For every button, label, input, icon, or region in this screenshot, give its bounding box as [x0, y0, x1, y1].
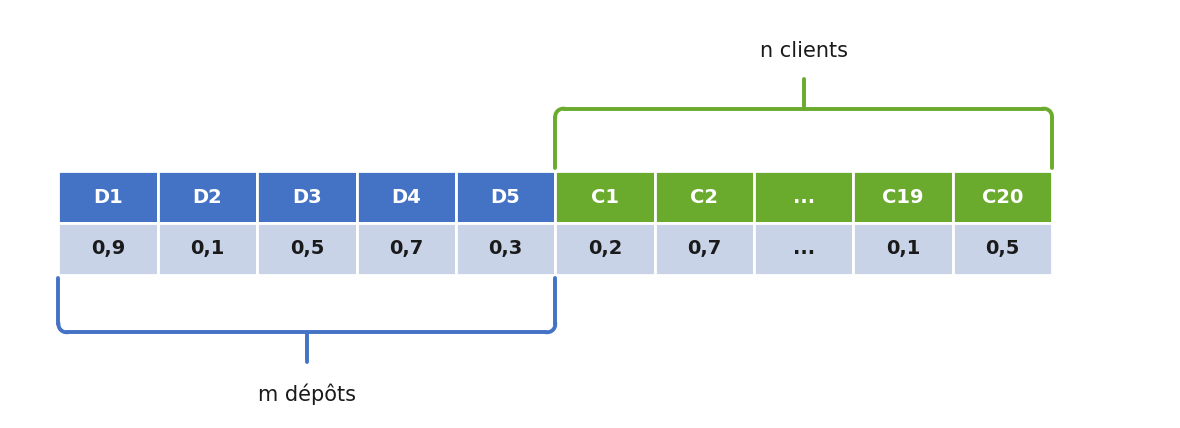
FancyBboxPatch shape — [853, 223, 952, 275]
Text: 0,1: 0,1 — [190, 239, 224, 258]
FancyBboxPatch shape — [257, 171, 356, 223]
Text: C2: C2 — [690, 187, 719, 207]
FancyBboxPatch shape — [356, 171, 455, 223]
FancyBboxPatch shape — [556, 171, 655, 223]
Text: 0,3: 0,3 — [489, 239, 523, 258]
Text: m dépôts: m dépôts — [258, 384, 356, 405]
FancyBboxPatch shape — [257, 223, 356, 275]
Text: 0,2: 0,2 — [588, 239, 622, 258]
FancyBboxPatch shape — [455, 223, 556, 275]
FancyBboxPatch shape — [356, 223, 455, 275]
Text: 0,5: 0,5 — [289, 239, 325, 258]
Text: 0,7: 0,7 — [389, 239, 424, 258]
FancyBboxPatch shape — [59, 171, 158, 223]
FancyBboxPatch shape — [754, 223, 853, 275]
Text: 0,1: 0,1 — [886, 239, 920, 258]
FancyBboxPatch shape — [754, 171, 853, 223]
Text: C20: C20 — [982, 187, 1023, 207]
FancyBboxPatch shape — [952, 171, 1053, 223]
Text: C1: C1 — [591, 187, 618, 207]
Text: 0,7: 0,7 — [687, 239, 721, 258]
FancyBboxPatch shape — [952, 223, 1053, 275]
Text: D4: D4 — [392, 187, 421, 207]
FancyBboxPatch shape — [556, 223, 655, 275]
FancyBboxPatch shape — [59, 223, 158, 275]
Text: D1: D1 — [93, 187, 123, 207]
Text: D3: D3 — [291, 187, 322, 207]
Text: D2: D2 — [192, 187, 222, 207]
Text: D5: D5 — [491, 187, 520, 207]
Text: 0,5: 0,5 — [985, 239, 1020, 258]
Text: ...: ... — [793, 239, 814, 258]
FancyBboxPatch shape — [655, 171, 754, 223]
Text: n clients: n clients — [760, 41, 847, 61]
FancyBboxPatch shape — [455, 171, 556, 223]
FancyBboxPatch shape — [853, 171, 952, 223]
FancyBboxPatch shape — [655, 223, 754, 275]
Text: C19: C19 — [883, 187, 924, 207]
FancyBboxPatch shape — [158, 171, 257, 223]
Text: ...: ... — [793, 187, 814, 207]
FancyBboxPatch shape — [158, 223, 257, 275]
Text: 0,9: 0,9 — [91, 239, 125, 258]
